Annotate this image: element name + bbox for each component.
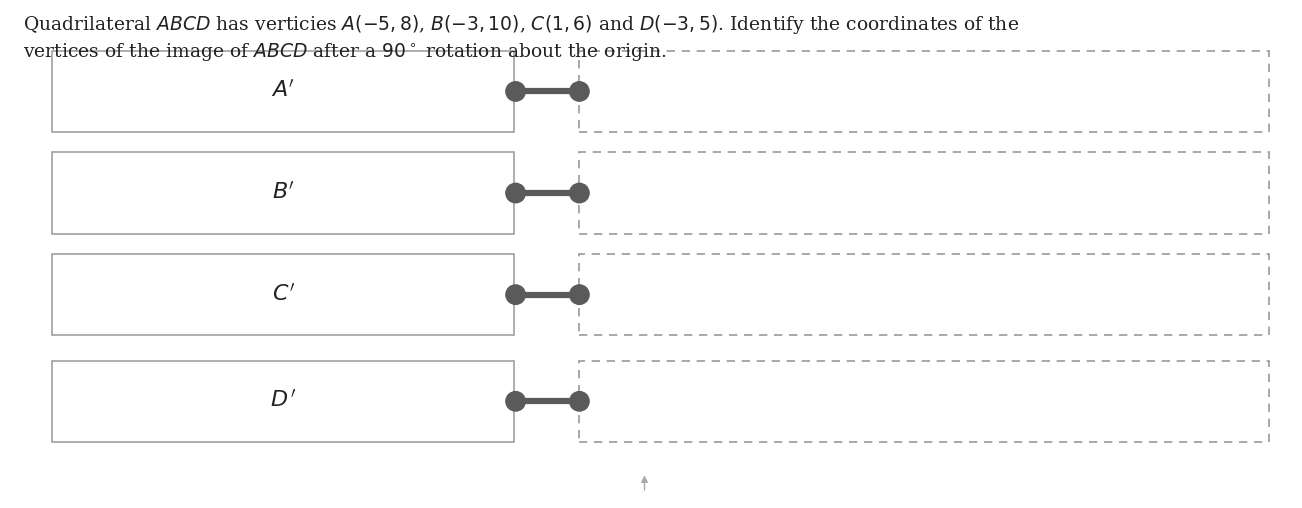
Ellipse shape — [506, 82, 525, 101]
Ellipse shape — [506, 392, 525, 411]
Text: $C'$: $C'$ — [272, 283, 294, 306]
FancyBboxPatch shape — [579, 51, 1269, 132]
Ellipse shape — [570, 82, 589, 101]
Text: Quadrilateral $ABCD$ has verticies $A(-5,8)$, $B(-3,10)$, $C(1,6)$ and $D(-3,5)$: Quadrilateral $ABCD$ has verticies $A(-5… — [23, 13, 1019, 36]
Ellipse shape — [506, 285, 525, 304]
FancyBboxPatch shape — [579, 361, 1269, 442]
FancyBboxPatch shape — [52, 254, 514, 335]
FancyBboxPatch shape — [52, 152, 514, 234]
Ellipse shape — [570, 183, 589, 203]
Text: $B'$: $B'$ — [272, 182, 294, 204]
Text: vertices of the image of $ABCD$ after a $90^\circ$ rotation about the origin.: vertices of the image of $ABCD$ after a … — [23, 41, 667, 62]
Ellipse shape — [570, 392, 589, 411]
Ellipse shape — [570, 285, 589, 304]
FancyBboxPatch shape — [52, 361, 514, 442]
FancyBboxPatch shape — [579, 152, 1269, 234]
Ellipse shape — [506, 183, 525, 203]
FancyBboxPatch shape — [579, 254, 1269, 335]
FancyBboxPatch shape — [52, 51, 514, 132]
Text: $D\,'$: $D\,'$ — [270, 390, 297, 412]
Text: $A'$: $A'$ — [271, 80, 296, 103]
